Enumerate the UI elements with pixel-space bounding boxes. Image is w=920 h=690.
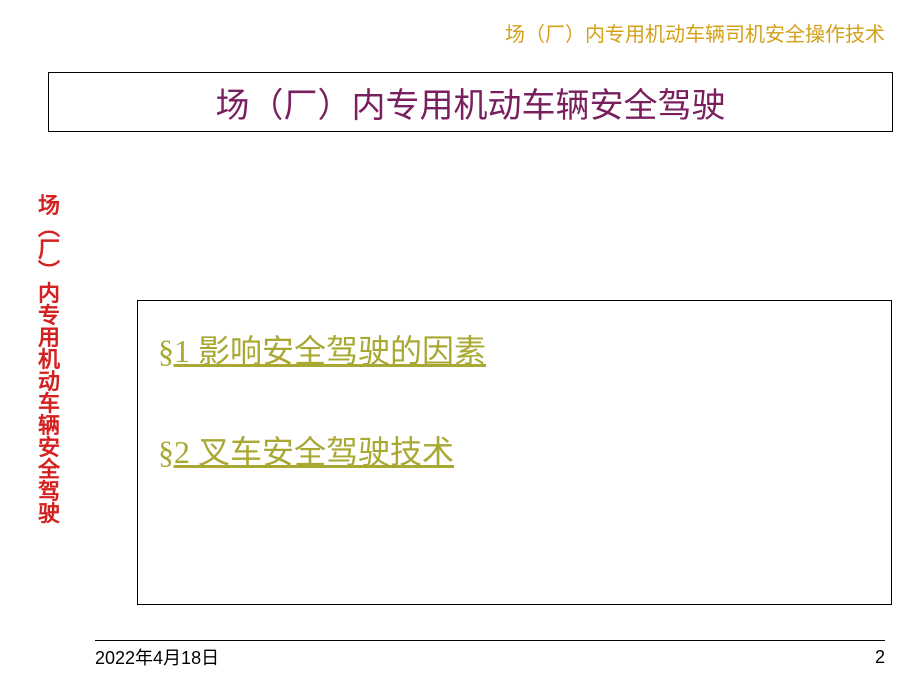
sidebar-char: 厂 [35, 239, 63, 261]
sidebar-char: ︶ [35, 261, 63, 283]
title-container: 场（厂）内专用机动车辆安全驾驶 [48, 72, 893, 132]
sidebar-char: 用 [35, 327, 63, 349]
header-subtitle: 场（厂）内专用机动车辆司机安全操作技术 [505, 18, 885, 47]
sidebar-char: 驾 [35, 481, 63, 503]
sidebar-char: 机 [35, 349, 63, 371]
sidebar-char: 车 [35, 393, 63, 415]
section-link-2[interactable]: §2 叉车安全驾驶技术 [158, 427, 871, 473]
sidebar-vertical-text: 场 ︵ 厂 ︶ 内 专 用 机 动 车 辆 安 全 驾 驶 [35, 195, 63, 525]
sidebar-char: 专 [35, 305, 63, 327]
sidebar-char: 驶 [35, 503, 63, 525]
page-title: 场（厂）内专用机动车辆安全驾驶 [216, 78, 726, 127]
sidebar-char: ︵ [35, 217, 63, 239]
section-link-1[interactable]: §1 影响安全驾驶的因素 [158, 326, 871, 372]
footer-date: 2022年4月18日 [95, 644, 219, 670]
sidebar-char: 场 [35, 195, 63, 217]
content-container: §1 影响安全驾驶的因素 §2 叉车安全驾驶技术 [137, 300, 892, 605]
sidebar-char: 辆 [35, 415, 63, 437]
sidebar-char: 全 [35, 459, 63, 481]
footer: 2022年4月18日 2 [95, 640, 885, 670]
footer-page-number: 2 [875, 647, 885, 668]
sidebar-char: 动 [35, 371, 63, 393]
sidebar-char: 安 [35, 437, 63, 459]
sidebar-char: 内 [35, 283, 63, 305]
